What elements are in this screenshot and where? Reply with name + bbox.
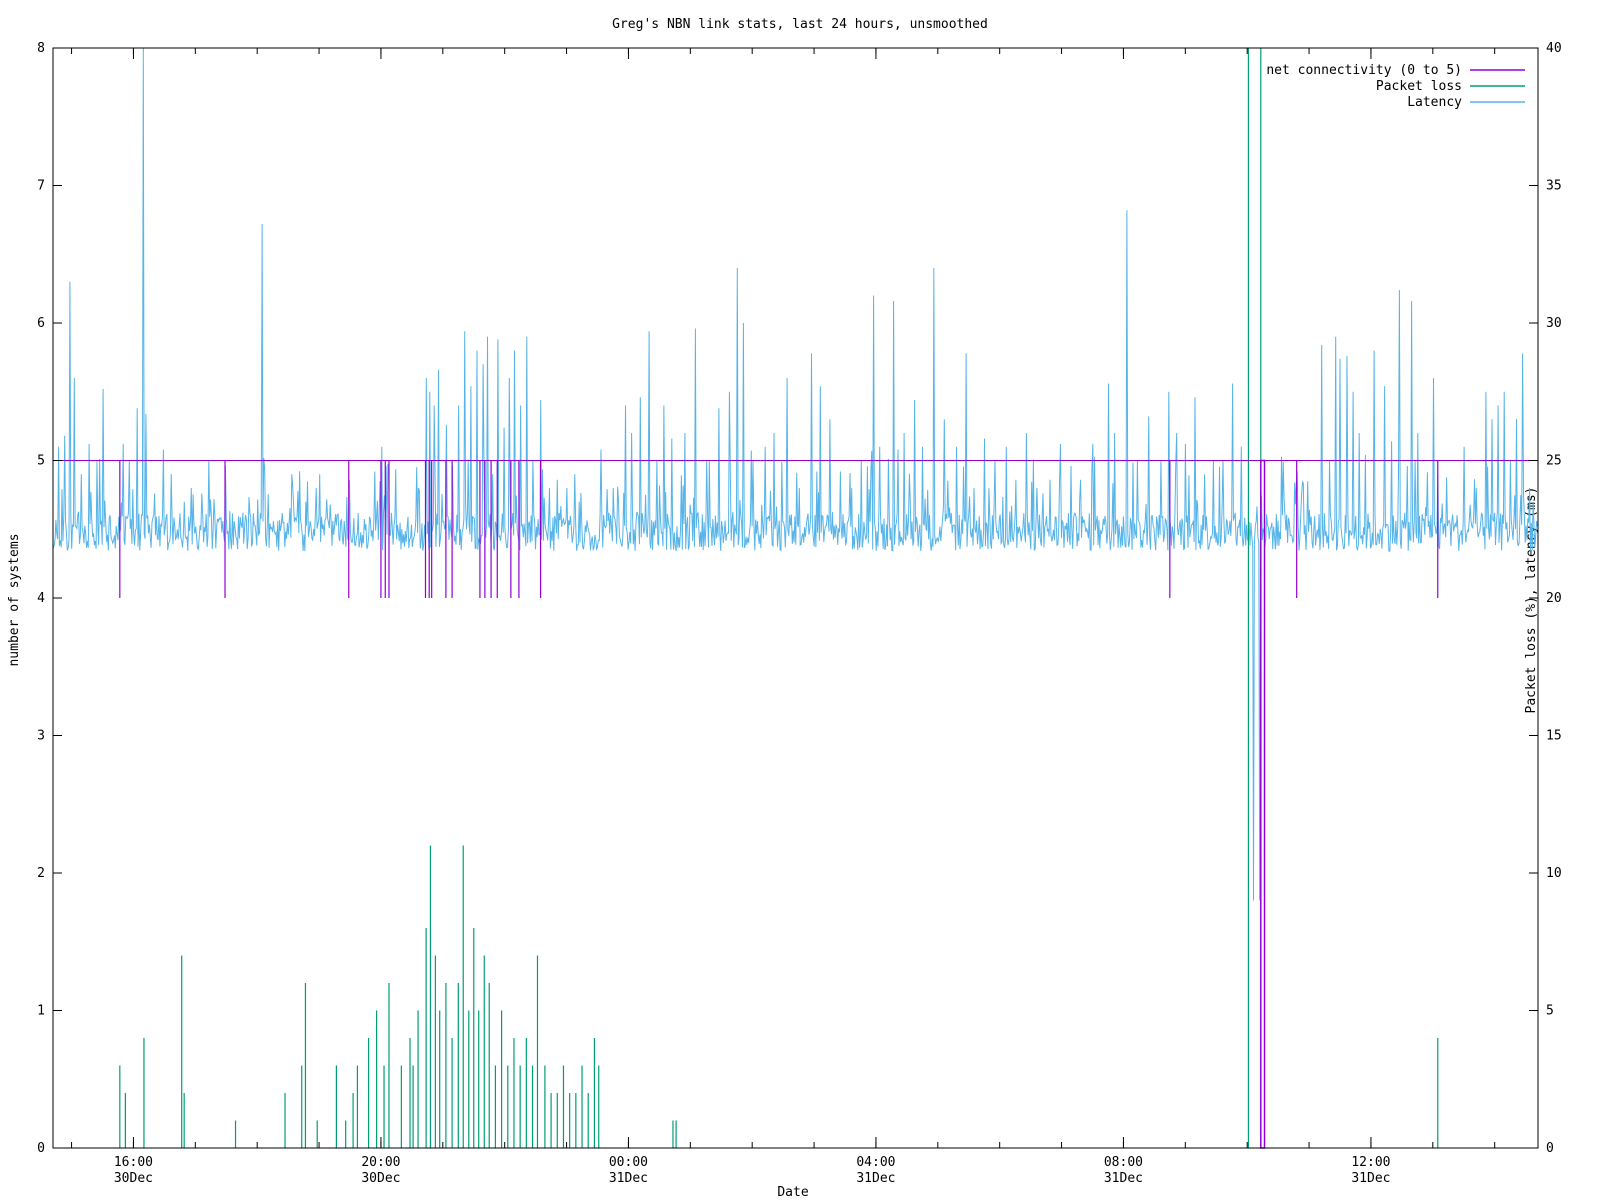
y-right-tick-label: 15 (1546, 729, 1562, 744)
x-tick-label-date: 31Dec (609, 1171, 648, 1186)
y-right-tick-label: 20 (1546, 591, 1562, 606)
x-tick-label-date: 31Dec (1104, 1171, 1143, 1186)
x-tick-label-date: 30Dec (361, 1171, 400, 1186)
y-right-tick-label: 10 (1546, 866, 1562, 881)
y-left-tick-label: 7 (37, 179, 45, 194)
x-tick-label-time: 12:00 (1351, 1155, 1390, 1170)
y-left-tick-label: 1 (37, 1004, 45, 1019)
x-tick-label-time: 20:00 (361, 1155, 400, 1170)
legend: net connectivity (0 to 5)Packet lossLate… (1266, 63, 1525, 110)
x-tick-label-date: 30Dec (114, 1171, 153, 1186)
y-right-tick-label: 35 (1546, 179, 1562, 194)
y-left-tick-label: 3 (37, 729, 45, 744)
legend-label: Packet loss (1376, 79, 1462, 94)
chart-title: Greg's NBN link stats, last 24 hours, un… (612, 17, 988, 32)
latency-line (52, 47, 1538, 901)
x-tick-label-time: 00:00 (609, 1155, 648, 1170)
y-right-tick-label: 0 (1546, 1141, 1554, 1156)
x-tick-label-time: 04:00 (856, 1155, 895, 1170)
y-right-tick-label: 5 (1546, 1004, 1554, 1019)
legend-label: Latency (1407, 95, 1462, 110)
connectivity-outage (1260, 459, 1266, 1149)
legend-label: net connectivity (0 to 5) (1266, 63, 1462, 78)
x-tick-label-date: 31Dec (1351, 1171, 1390, 1186)
y-right-tick-label: 25 (1546, 454, 1562, 469)
axes: 012345678051015202530354016:0030Dec20:00… (37, 41, 1561, 1186)
y-right-tick-label: 40 (1546, 41, 1562, 56)
y-left-tick-label: 8 (37, 41, 45, 56)
y-left-tick-label: 4 (37, 591, 45, 606)
y-right-axis-label: Packet loss (%), latency (ms) (1524, 487, 1539, 714)
connectivity-series (53, 459, 1538, 1149)
y-left-tick-label: 5 (37, 454, 45, 469)
plot-area (52, 47, 1538, 1149)
y-left-tick-label: 2 (37, 866, 45, 881)
x-tick-label-time: 08:00 (1104, 1155, 1143, 1170)
x-axis-label: Date (777, 1185, 808, 1200)
packet-loss-series (53, 48, 1538, 1149)
y-right-tick-label: 30 (1546, 316, 1562, 331)
y-left-axis-label: number of systems (7, 533, 22, 666)
x-tick-label-date: 31Dec (856, 1171, 895, 1186)
y-left-tick-label: 6 (37, 316, 45, 331)
x-tick-label-time: 16:00 (114, 1155, 153, 1170)
y-left-tick-label: 0 (37, 1141, 45, 1156)
plot-frame (52, 47, 1539, 1149)
